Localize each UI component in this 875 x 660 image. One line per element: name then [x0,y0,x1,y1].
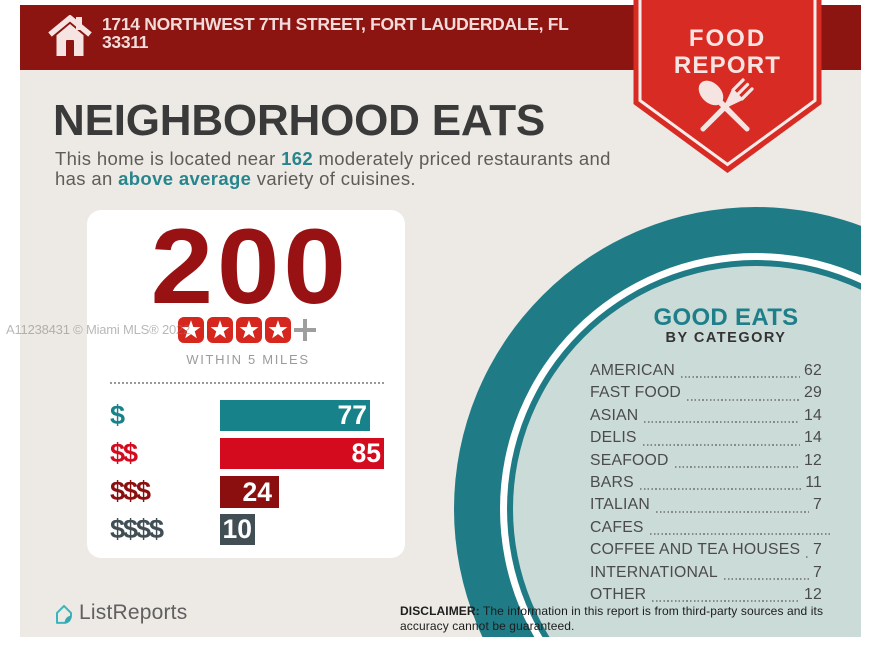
svg-text:REPORT: REPORT [674,52,781,79]
svg-text:FOOD: FOOD [689,25,766,52]
